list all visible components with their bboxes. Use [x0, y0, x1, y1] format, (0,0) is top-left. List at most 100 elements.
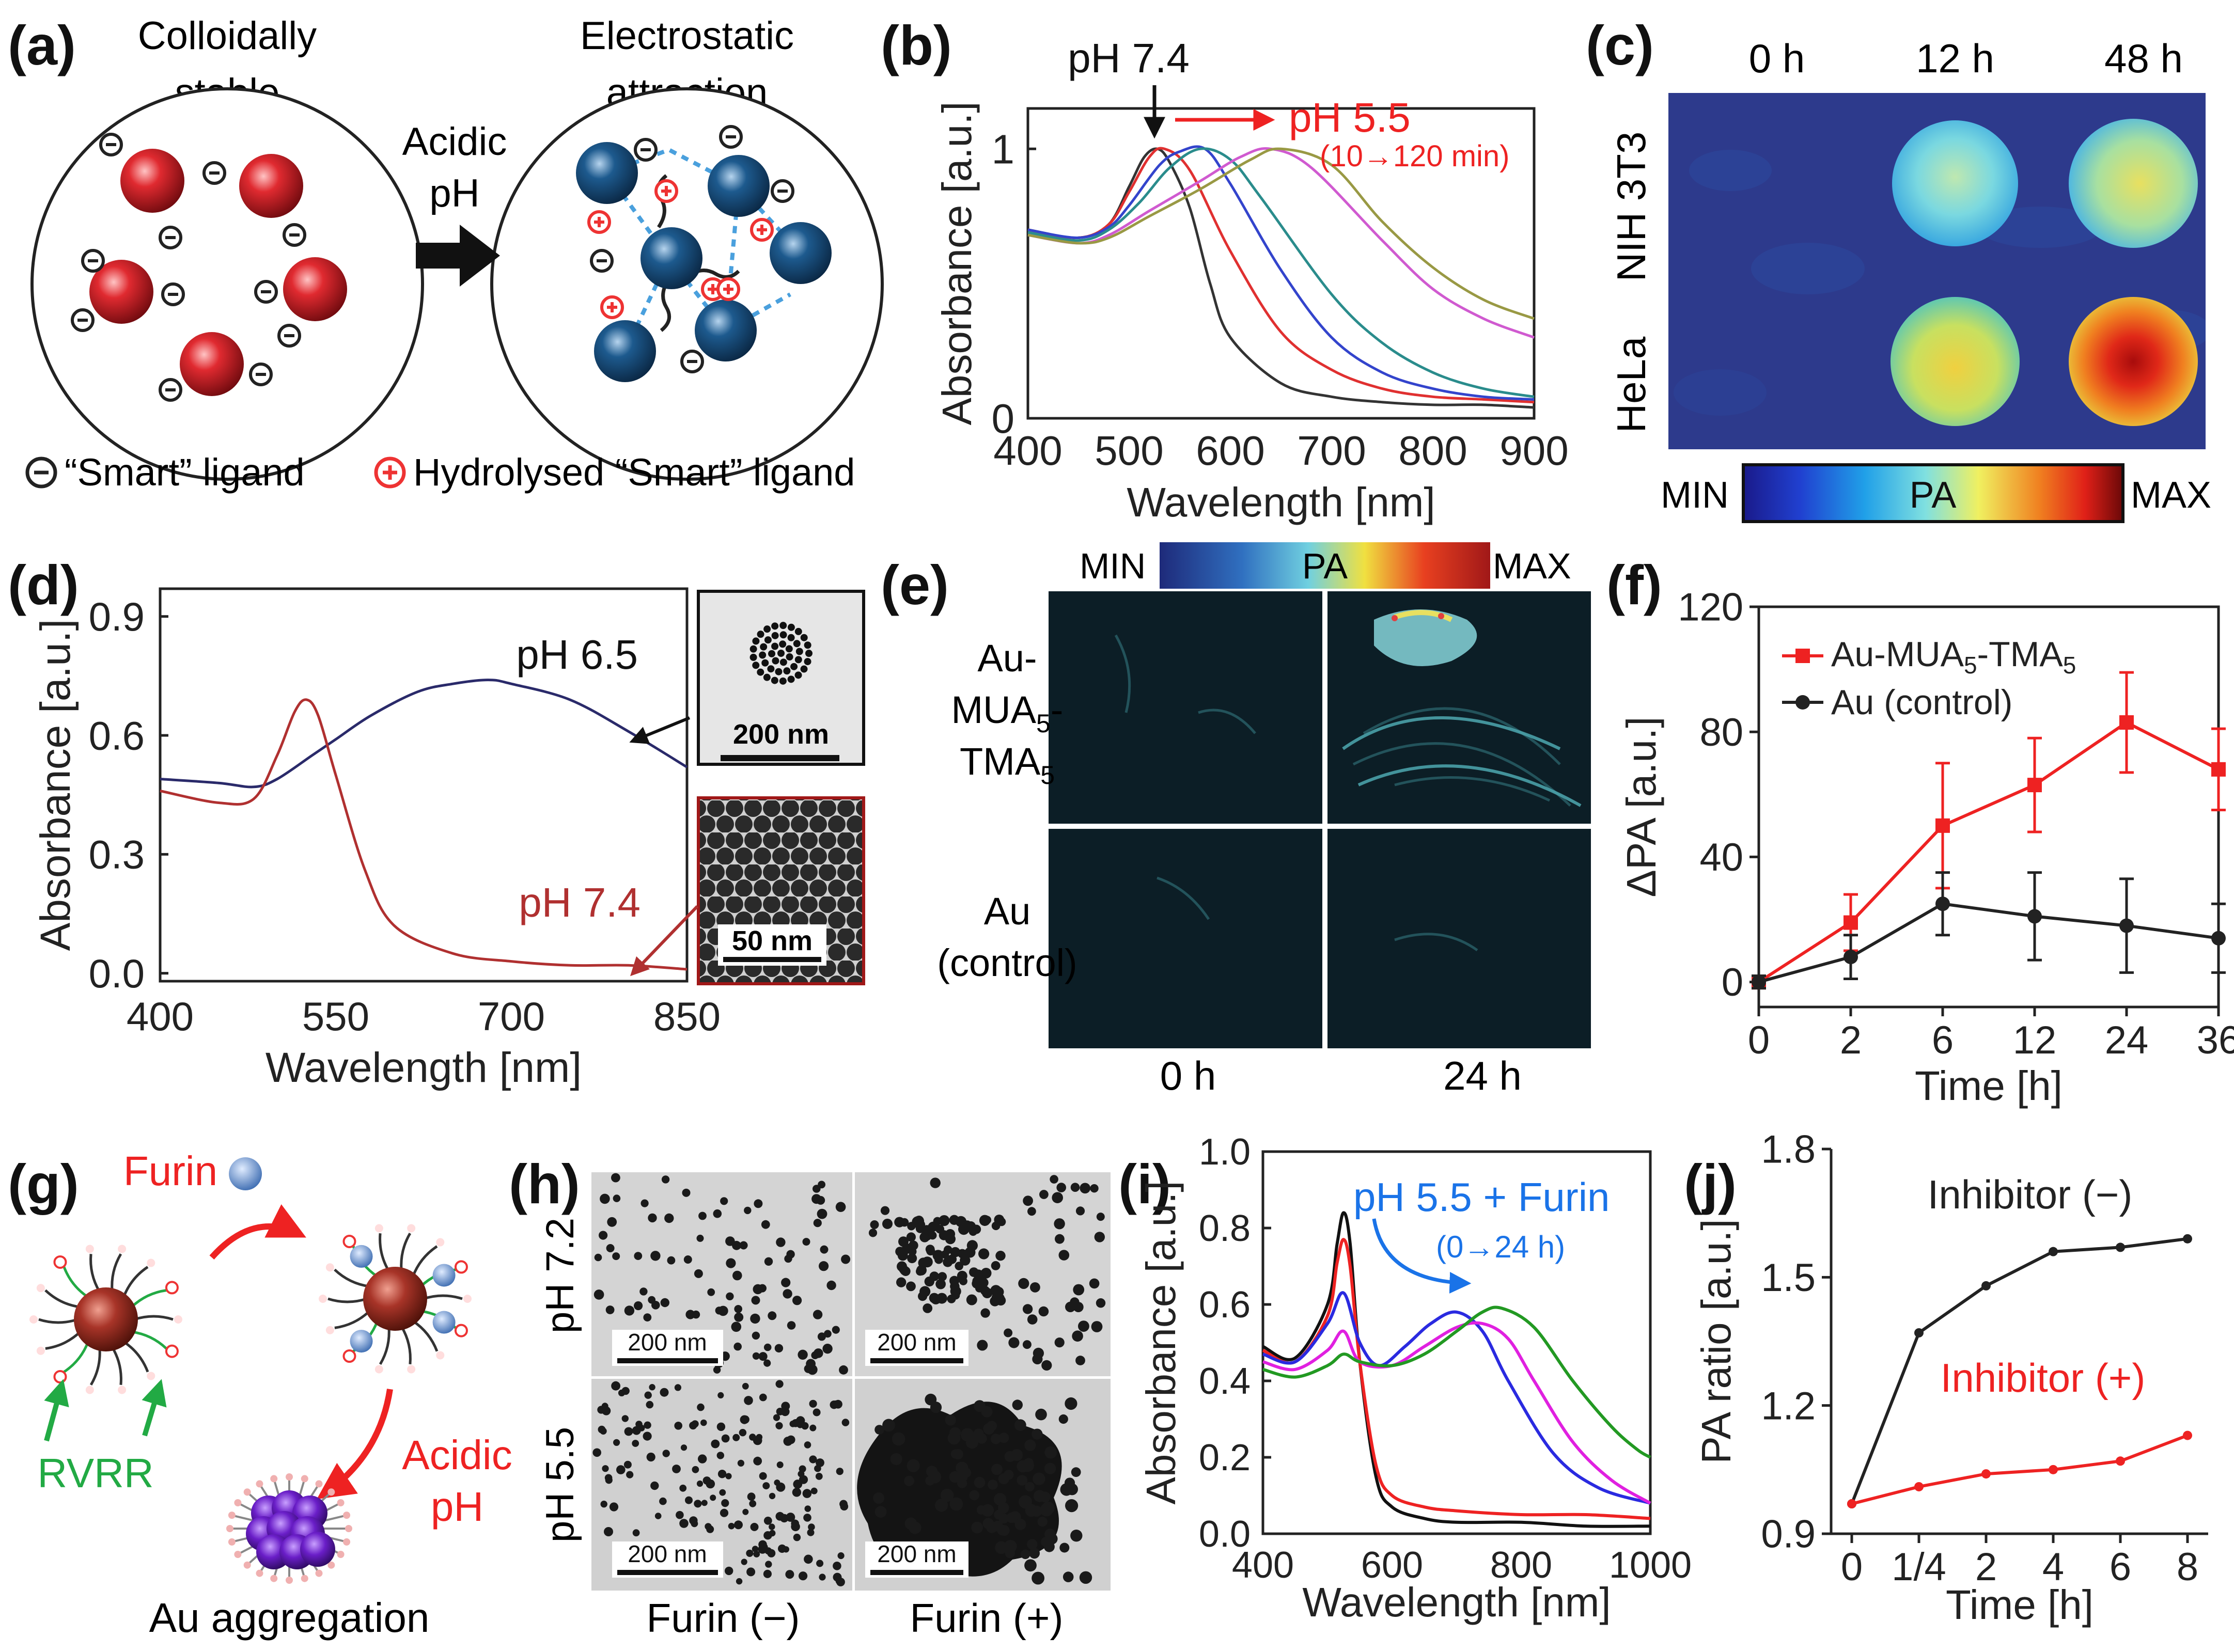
e-colorbar-min: MIN — [1080, 546, 1146, 586]
tem-particle — [763, 673, 771, 681]
tem-nanoparticle — [716, 1452, 725, 1459]
ligand-chain — [111, 1346, 122, 1385]
tem-nanoparticle — [817, 1332, 826, 1341]
tem-nanoparticle — [1030, 1282, 1040, 1293]
d-label-ph74: pH 7.4 — [519, 879, 640, 925]
tem-nanoparticle — [965, 1436, 979, 1449]
series-ph-6-5 — [160, 679, 688, 789]
ligand-end — [319, 1295, 327, 1303]
tem-nanoparticle — [906, 1281, 916, 1292]
tem-nanoparticle — [621, 1387, 630, 1395]
tem-nanoparticle — [820, 1245, 829, 1254]
tem-nanoparticle — [1004, 1451, 1016, 1462]
tem-nanoparticle — [605, 1305, 615, 1314]
aggregate-ligand-end — [327, 1561, 335, 1569]
ligand-end — [147, 1258, 155, 1267]
tem-particle — [779, 631, 787, 639]
tem-nanoparticle — [934, 1251, 943, 1261]
tem-nanoparticle — [685, 1496, 693, 1504]
tem-nanoparticle — [742, 1382, 749, 1390]
tem-nanoparticle — [802, 1489, 812, 1498]
legend-marker-0 — [1795, 649, 1810, 663]
h-col-furin-minus: Furin (−) — [647, 1595, 800, 1641]
a-right-title-1: Electrostatic — [580, 14, 794, 58]
data-point — [1844, 950, 1858, 965]
x-tick-label: 1/4 — [1892, 1545, 1946, 1589]
y-tick-label: 1.0 — [1199, 1131, 1251, 1173]
tem-nanoparticle — [661, 1175, 670, 1184]
panel-label-g: (g) — [8, 1153, 79, 1215]
c-colorbar-max: MAX — [2131, 475, 2211, 516]
tem-particle — [749, 645, 757, 653]
tem-nanoparticle — [801, 1422, 809, 1430]
tem-nanoparticle — [1030, 1505, 1042, 1517]
y-tick-label: 0.0 — [89, 951, 145, 996]
tem-nanoparticle — [819, 1574, 826, 1581]
b-label-range: (10→120 min) — [1320, 139, 1509, 173]
tem-nanoparticle — [680, 1444, 688, 1451]
tem-nanoparticle — [804, 1554, 813, 1564]
tem-nanoparticle — [747, 1492, 756, 1501]
tem-nanoparticle — [980, 1308, 990, 1318]
d-inset-tem-top — [697, 590, 865, 766]
chart-j: 0 1/4 2 4 6 8 0.9 1.2 1.5 1.8 Time [h] PA ratio [a.… — [1693, 1128, 2208, 1628]
tem-nanoparticle — [792, 1488, 802, 1497]
tem-particle — [805, 650, 813, 657]
a-acidic-arrow — [416, 225, 500, 287]
tem-nanoparticle — [830, 1401, 838, 1409]
y-axis-title: PA ratio [a.u.] — [1693, 1219, 1739, 1464]
tem-nanoparticle — [1032, 1571, 1044, 1585]
tem-nanoparticle — [746, 1549, 754, 1557]
tem-nanoparticle — [939, 1215, 950, 1226]
tem-nanoparticle — [1075, 1356, 1085, 1365]
tem-nanoparticle — [728, 1522, 735, 1530]
ligand-chain — [89, 1254, 101, 1293]
tem-nanoparticle — [758, 1352, 768, 1361]
e-col-24h: 24 h — [1443, 1053, 1522, 1098]
tem-nanoparticle — [604, 1527, 613, 1536]
ligand-chain — [63, 1266, 89, 1299]
tem-nanoparticle — [799, 1475, 808, 1484]
tem-nanoparticle — [1073, 1302, 1084, 1312]
tem-nanoparticle — [1023, 1195, 1033, 1206]
y-axis-title: ΔPA [a.u.] — [1618, 717, 1664, 898]
tem-nanoparticle — [660, 1388, 669, 1397]
x-tick-label: 550 — [302, 994, 369, 1039]
tem-nanoparticle — [1052, 1192, 1063, 1203]
tem-nanoparticle — [721, 1434, 730, 1443]
ligand-end — [85, 1386, 94, 1394]
j-label-inhibitor-minus: Inhibitor (−) — [1928, 1172, 2133, 1217]
tem-nanoparticle — [952, 1449, 963, 1460]
tem-nanoparticle — [1064, 1477, 1075, 1488]
tem-nanoparticle — [692, 1466, 699, 1473]
y-axis-title: Absorbance [a.u.] — [934, 101, 980, 425]
tem-nanoparticle — [764, 1257, 773, 1266]
tem-nanoparticle — [602, 1465, 609, 1472]
tem-nanoparticle — [750, 1313, 760, 1324]
tem-nanoparticle — [775, 1422, 783, 1429]
y-tick-label: 40 — [1699, 836, 1743, 879]
tem-nanoparticle — [966, 1240, 978, 1251]
g-rvrr-label: RVRR — [37, 1450, 153, 1496]
d-insets: 200 nm 50 nm — [629, 590, 865, 985]
aggregate-ligand-end — [343, 1512, 351, 1519]
tem-nanoparticle — [702, 1476, 711, 1485]
tem-nanoparticle — [816, 1458, 824, 1467]
tem-particle — [787, 634, 795, 641]
tem-nanoparticle — [643, 1431, 652, 1441]
tem-nanoparticle — [644, 1421, 651, 1429]
tem-nanoparticle — [643, 1313, 652, 1322]
tem-nanoparticle — [694, 1269, 703, 1278]
tem-nanoparticle — [650, 1251, 661, 1261]
tem-nanoparticle — [991, 1221, 1001, 1231]
tem-nanoparticle — [873, 1492, 885, 1504]
tem-nanoparticle — [594, 1253, 602, 1262]
aggregate-ligand-end — [226, 1525, 233, 1532]
x-tick-label: 800 — [1398, 428, 1467, 474]
tem-nanoparticle — [909, 1521, 921, 1534]
tem-nanoparticle — [882, 1419, 895, 1432]
ligand-chain — [131, 1330, 167, 1350]
tem-nanoparticle — [1072, 1330, 1083, 1342]
x-tick-label: 4 — [2042, 1545, 2064, 1589]
ligand-chain — [111, 1253, 122, 1292]
